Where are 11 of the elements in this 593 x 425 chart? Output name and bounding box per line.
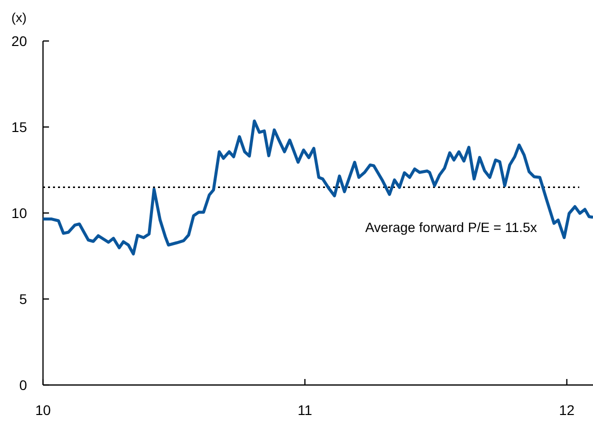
y-tick-label: 0 xyxy=(19,376,28,393)
line-series xyxy=(42,119,593,256)
y-tick-label: 15 xyxy=(11,118,28,135)
y-tick-label: 5 xyxy=(19,290,28,307)
x-tick-label: 10 xyxy=(35,402,51,418)
y-axis-title: (x) xyxy=(11,10,27,25)
ref-line-label: Average forward P/E = 11.5x xyxy=(365,220,538,236)
y-tick-label: 10 xyxy=(11,204,28,221)
y-tick-label: 20 xyxy=(11,32,28,49)
x-tick-label: 11 xyxy=(298,402,312,418)
x-tick-label: 12 xyxy=(559,402,575,418)
